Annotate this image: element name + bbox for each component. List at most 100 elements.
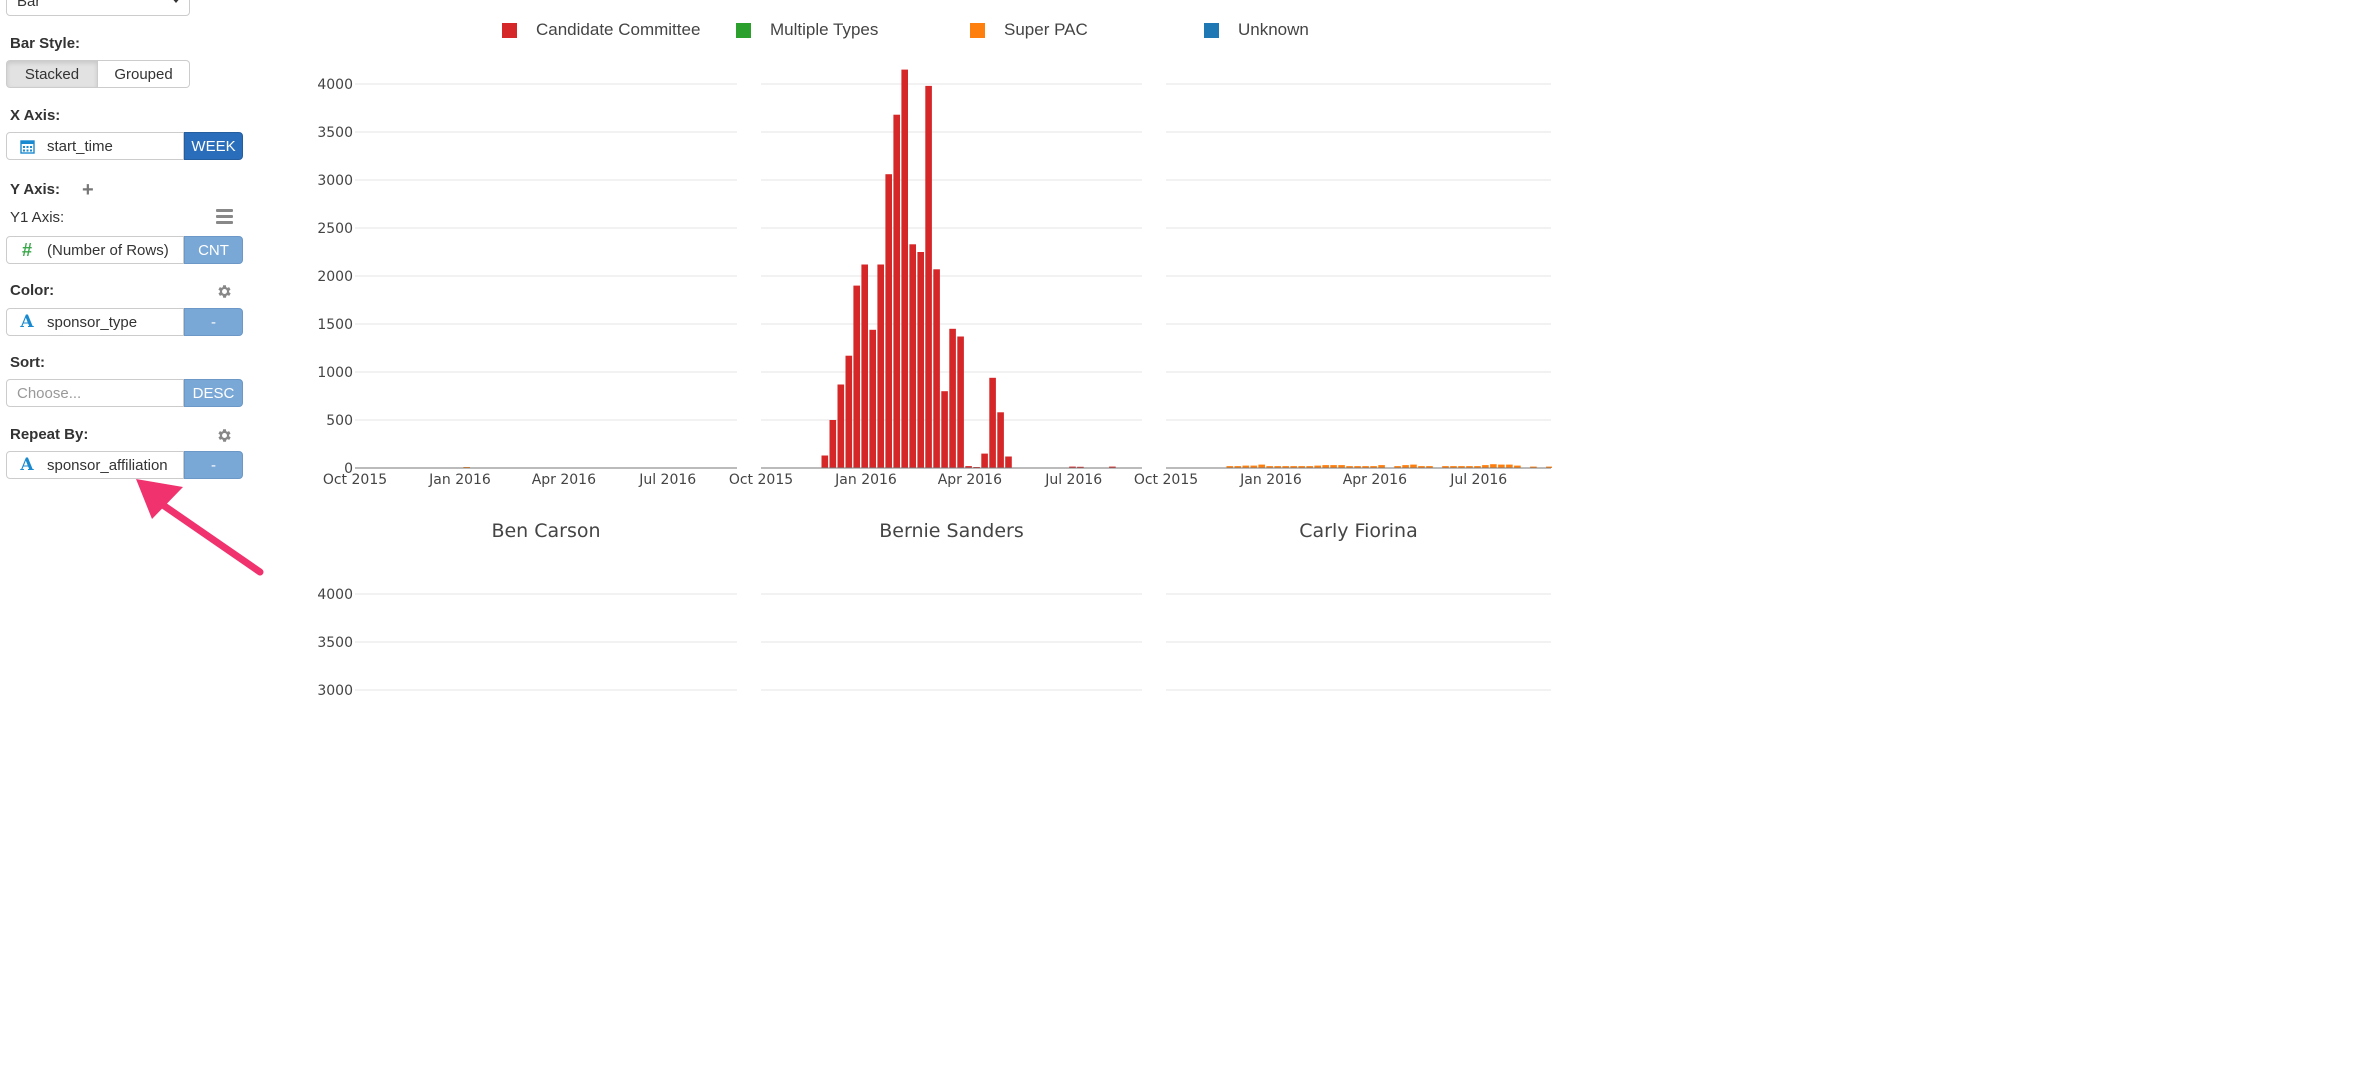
bar (989, 377, 996, 468)
bar (1402, 465, 1409, 468)
color-label: Color: (10, 282, 55, 299)
x-axis-label: X Axis: (10, 107, 61, 124)
bar (1298, 466, 1305, 468)
y-tick-label: 4000 (317, 77, 353, 93)
bar (1274, 466, 1281, 468)
bar (909, 244, 916, 468)
bar (1330, 465, 1337, 468)
bar (901, 69, 908, 468)
grouped-button[interactable]: Grouped (98, 60, 190, 88)
x-axis-field[interactable]: start_time (6, 132, 184, 160)
legend-label: Candidate Committee (536, 20, 701, 39)
plus-icon[interactable]: + (82, 179, 94, 201)
chart-settings-sidebar: Bar Bar Style: Stacked Grouped X Axis: s… (0, 0, 262, 714)
y-tick-label: 1000 (317, 365, 353, 381)
menu-icon[interactable] (216, 209, 233, 227)
y-tick-label: 3000 (317, 683, 353, 699)
bar (1290, 466, 1297, 468)
bar (893, 114, 900, 468)
bar-style-toggle: Stacked Grouped (6, 60, 190, 88)
bar (861, 264, 868, 468)
bar (1514, 465, 1521, 468)
bar (1442, 466, 1449, 468)
bar (1346, 466, 1353, 468)
x-tick-label: Oct 2015 (1134, 472, 1198, 488)
chart-panel: Oct 2015 Jan 2016 Apr 2016 Jul 2016 (729, 69, 1142, 488)
bar (1426, 466, 1433, 468)
y-tick-label: 500 (326, 413, 353, 429)
legend-label: Multiple Types (770, 20, 879, 39)
chart-panel: Oct 2015 Jan 2016 Apr 2016 Jul 2016 (1134, 83, 1552, 488)
bar (981, 453, 988, 468)
bar (957, 336, 964, 468)
gear-icon[interactable] (216, 427, 233, 444)
text-a-icon: A (20, 455, 34, 475)
bar-style-label: Bar Style: (10, 35, 81, 52)
legend-label: Unknown (1238, 20, 1309, 39)
legend-swatch (970, 22, 985, 38)
chart-panel: Bernie Sanders (761, 520, 1142, 691)
sort-placeholder: Choose... (17, 384, 82, 402)
y-tick-label: 1500 (317, 317, 353, 333)
y-tick-label: 0 (344, 461, 353, 477)
legend-item-multiple-types[interactable]: Multiple Types (736, 20, 878, 40)
repeat-by-option-button[interactable]: - (184, 451, 243, 479)
bar (1314, 465, 1321, 468)
stacked-button[interactable]: Stacked (6, 60, 98, 88)
bar (1490, 464, 1497, 468)
x-tick-label: Jan 2016 (1239, 472, 1302, 488)
chart-type-select[interactable]: Bar (6, 0, 190, 16)
y-tick-label: 2000 (317, 269, 353, 285)
y-tick-label: 3000 (317, 173, 353, 189)
x-tick-label: Apr 2016 (1343, 472, 1407, 488)
bar (1282, 466, 1289, 468)
x-tick-label: Apr 2016 (532, 472, 596, 488)
calendar-icon (7, 139, 47, 154)
color-field-name: sponsor_type (47, 313, 138, 331)
repeat-by-field[interactable]: A sponsor_affiliation (6, 451, 184, 479)
bar (917, 252, 924, 468)
bar (1005, 456, 1012, 468)
bar (1306, 466, 1313, 468)
bar (933, 269, 940, 468)
x-tick-label: Oct 2015 (729, 472, 793, 488)
legend-item-super-pac[interactable]: Super PAC (970, 20, 1088, 40)
legend-item-unknown[interactable]: Unknown (1204, 20, 1309, 40)
bar (1258, 464, 1265, 468)
bar (877, 264, 884, 468)
color-field[interactable]: A sponsor_type (6, 308, 184, 336)
y1-axis-field[interactable]: # (Number of Rows) (6, 236, 184, 264)
bar (1410, 464, 1417, 468)
bar (1069, 466, 1076, 468)
bar (837, 384, 845, 468)
color-option-button[interactable]: - (184, 308, 243, 336)
bar (1474, 466, 1481, 468)
text-a-icon: A (20, 312, 34, 332)
panel-title: Carly Fiorina (1299, 520, 1418, 542)
bar (1226, 466, 1234, 468)
bar (1242, 465, 1250, 468)
x-tick-label: Oct 2015 (323, 472, 387, 488)
bar (1394, 466, 1401, 468)
gear-icon[interactable] (216, 283, 233, 300)
x-tick-label: Jul 2016 (1044, 472, 1102, 488)
bar (1354, 466, 1361, 468)
bar (1546, 466, 1552, 468)
sort-order-button[interactable]: DESC (184, 379, 243, 407)
bar (1322, 465, 1329, 468)
bar (1506, 464, 1513, 468)
y1-agg-button[interactable]: CNT (184, 236, 243, 264)
bar (853, 285, 860, 468)
legend-item-candidate-committee[interactable]: Candidate Committee (502, 20, 700, 40)
panel-title: Bernie Sanders (879, 520, 1023, 542)
bar (885, 174, 892, 468)
bar (1338, 465, 1345, 468)
panel-title: Ben Carson (491, 520, 600, 542)
x-axis-unit-button[interactable]: WEEK (184, 132, 243, 160)
bar (949, 328, 956, 468)
repeat-by-field-name: sponsor_affiliation (47, 456, 168, 474)
y-tick-label: 3500 (317, 125, 353, 141)
y-axis-label: Y Axis: (10, 181, 61, 198)
sort-field-input[interactable]: Choose... (6, 379, 184, 407)
bar (925, 85, 932, 469)
